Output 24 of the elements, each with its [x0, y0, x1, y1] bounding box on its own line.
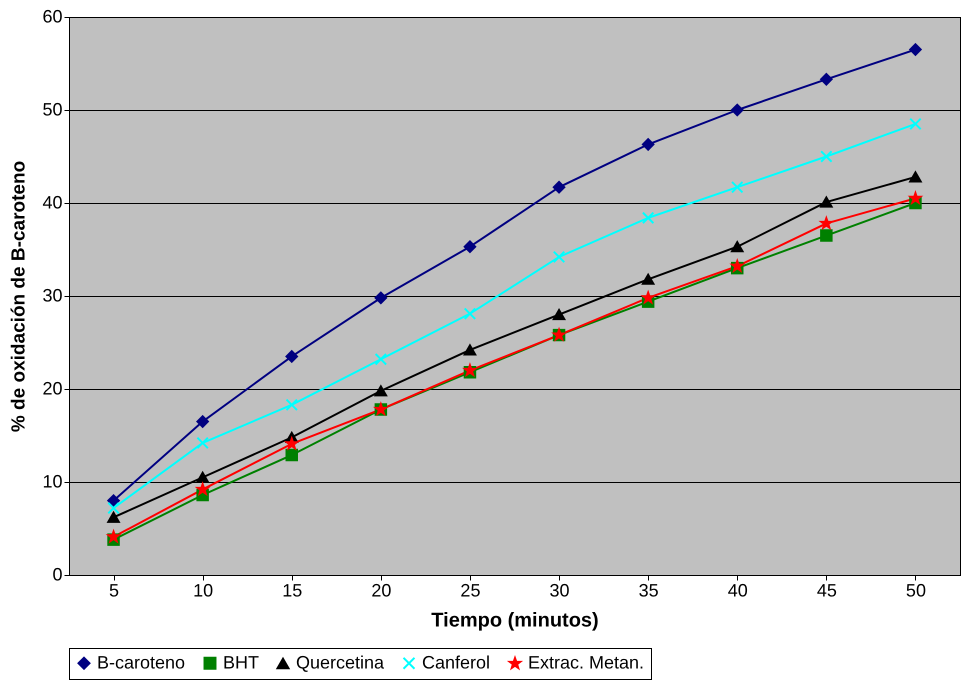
x-tick-label: 5: [109, 580, 120, 600]
legend-label: BHT: [223, 652, 260, 672]
y-tick-label: 0: [52, 564, 62, 584]
x-tick-label: 25: [460, 580, 480, 600]
x-tick-label: 45: [816, 580, 837, 600]
x-tick-label: 10: [193, 580, 214, 600]
x-tick-label: 35: [638, 580, 659, 600]
y-tick-label: 10: [42, 472, 62, 492]
y-tick-label: 50: [42, 100, 62, 120]
y-tick-label: 30: [42, 286, 62, 306]
x-tick-label: 20: [371, 580, 392, 600]
legend-label: Canferol: [422, 652, 490, 672]
legend-label: Quercetina: [296, 652, 386, 672]
legend-label: Extrac. Metan.: [528, 652, 644, 672]
x-tick-label: 50: [906, 580, 926, 600]
y-tick-label: 40: [42, 192, 62, 212]
x-tick-label: 15: [282, 580, 302, 600]
x-tick-label: 40: [728, 580, 748, 600]
y-tick-label: 20: [42, 378, 62, 398]
y-tick-label: 60: [42, 6, 62, 26]
x-tick-label: 30: [550, 580, 570, 600]
legend-label: B-caroteno: [97, 652, 186, 672]
y-axis-title: % de oxidación de B-caroteno: [8, 160, 30, 432]
x-axis-title: Tiempo (minutos): [431, 610, 599, 632]
